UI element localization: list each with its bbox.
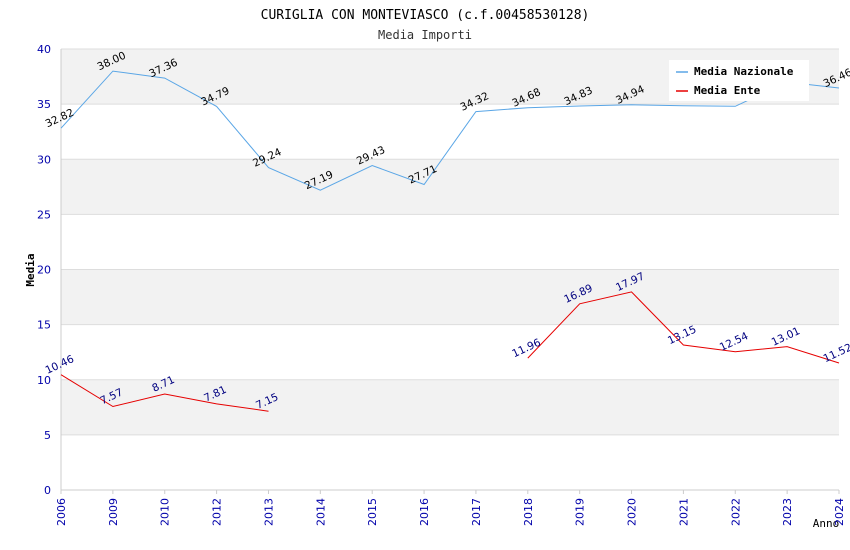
legend: Media Nazionale Media Ente [669,60,809,101]
series-line-media-ente [527,291,840,364]
x-tick-label: 2010 [159,498,172,526]
y-tick-label: 0 [44,484,51,497]
x-tick-label: 2012 [211,498,224,526]
x-tick-label: 2016 [418,498,431,526]
data-label-media-ente: 10.46 [44,353,77,377]
x-tick-label: 2019 [574,498,587,526]
grid-band [61,379,839,435]
y-tick-label: 25 [37,208,51,221]
y-tick-label: 15 [37,319,51,332]
series-line-media-nazionale [60,70,840,191]
background-bands [61,49,839,435]
grid-band [61,159,839,215]
x-tick-label: 2023 [781,498,794,526]
x-tick-label: 2013 [262,498,275,526]
series-lines [60,70,840,412]
y-tick-label: 30 [37,153,51,166]
x-tick-label: 2006 [55,498,68,526]
x-tick-label: 2024 [833,498,846,526]
x-tick-label: 2009 [107,498,120,526]
y-tick-label: 20 [37,264,51,277]
legend-label-media-nazionale: Media Nazionale [694,65,794,78]
x-tick-label: 2022 [729,498,742,526]
y-tick-label: 10 [37,374,51,387]
x-tick-label: 2021 [677,498,690,526]
x-tick-label: 2018 [522,498,535,526]
legend-box [669,60,809,101]
x-tick-label: 2015 [366,498,379,526]
x-tick-label: 2014 [314,498,327,526]
y-tick-label: 35 [37,98,51,111]
grid-band [61,269,839,325]
data-label-media-ente: 13.01 [770,325,802,349]
data-label-media-ente: 11.96 [510,336,543,360]
series-line-media-ente [60,374,269,412]
x-tick-labels: 2006 2009 2010 2012 2013 2014 2015 2016 2017 2018… [55,490,846,526]
chart-subtitle: Media Importi [378,28,472,42]
legend-label-media-ente: Media Ente [694,84,761,97]
y-tick-labels: 0 5 10 15 20 25 30 35 40 [37,43,51,497]
x-axis-label: Anno [813,517,840,530]
y-axis-label: Media [24,253,37,286]
y-tick-label: 40 [37,43,51,56]
y-tick-label: 5 [44,429,51,442]
x-tick-label: 2020 [626,498,639,526]
chart-title: CURIGLIA CON MONTEVIASCO (c.f.0045853012… [261,8,590,23]
x-tick-label: 2017 [470,498,483,526]
